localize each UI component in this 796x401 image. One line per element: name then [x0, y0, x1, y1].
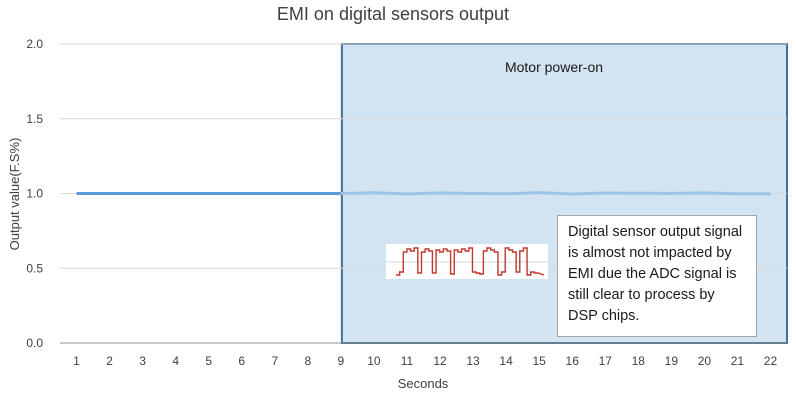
- y-tick-label: 0.0: [26, 336, 43, 350]
- x-tick-label: 12: [433, 354, 447, 368]
- x-tick-label: 14: [499, 354, 513, 368]
- annotation-box: Digital sensor output signal is almost n…: [557, 215, 757, 337]
- annotation-text: Digital sensor output signal is almost n…: [568, 224, 743, 324]
- x-axis-title: Seconds: [398, 376, 449, 391]
- y-tick-label: 2.0: [26, 37, 43, 51]
- x-tick-label: 15: [532, 354, 546, 368]
- series-line-after: [340, 191, 771, 196]
- y-tick-label: 0.5: [26, 261, 43, 275]
- x-tick-label: 13: [466, 354, 480, 368]
- x-tick-label: 20: [698, 354, 712, 368]
- x-tick-label: 19: [665, 354, 679, 368]
- x-tick-label: 2: [106, 354, 113, 368]
- signal-inset-trace: [396, 247, 545, 276]
- motor-power-on-label: Motor power-on: [505, 59, 603, 75]
- x-tick-label: 8: [304, 354, 311, 368]
- x-tick-label: 10: [367, 354, 381, 368]
- x-tick-label: 3: [139, 354, 146, 368]
- x-tick-label: 11: [401, 354, 414, 368]
- x-tick-label: 1: [73, 354, 80, 368]
- y-tick-label: 1.0: [26, 187, 43, 201]
- x-tick-label: 6: [238, 354, 245, 368]
- chart-title: EMI on digital sensors output: [277, 4, 509, 24]
- x-tick-label: 5: [205, 354, 212, 368]
- y-axis-title: Output value(F.S%): [7, 138, 22, 251]
- x-tick-label: 7: [271, 354, 278, 368]
- y-tick-label: 1.5: [26, 112, 43, 126]
- x-tick-label: 22: [764, 354, 778, 368]
- x-tick-label: 17: [599, 354, 613, 368]
- x-tick-label: 18: [632, 354, 646, 368]
- x-tick-label: 4: [172, 354, 179, 368]
- x-tick-label: 9: [338, 354, 345, 368]
- x-tick-label: 16: [566, 354, 580, 368]
- signal-inset-image: [386, 244, 548, 279]
- x-tick-label: 21: [731, 354, 745, 368]
